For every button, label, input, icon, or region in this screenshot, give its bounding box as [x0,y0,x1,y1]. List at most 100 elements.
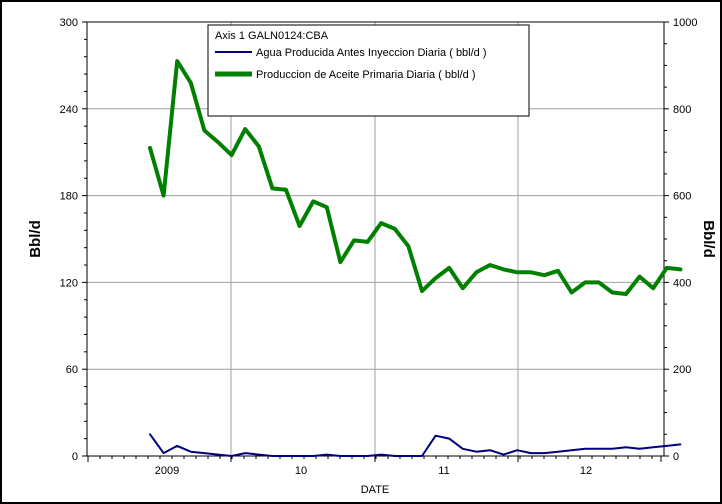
oil-data-point [611,292,613,294]
oil-data-point [163,195,165,197]
oil-data-point [217,141,219,143]
oil-data-point [448,267,450,269]
water-data-point [489,449,491,451]
oil-data-point [407,245,409,247]
right-tick-label: 600 [673,191,691,203]
oil-data-point [489,264,491,266]
legend-header: Axis 1 GALN0124:CBA [215,30,329,42]
water-data-point [598,448,600,450]
oil-data-point [353,239,355,241]
water-data-point [258,454,260,456]
water-data-point [435,435,437,437]
oil-data-point [584,281,586,283]
water-data-point [639,448,641,450]
water-data-point [448,438,450,440]
legend-water-label: Agua Producida Antes Inyeccion Diaria ( … [256,47,487,59]
water-data-point [571,449,573,451]
oil-data-point [503,268,505,270]
legend-box [207,24,530,117]
water-data-point [462,448,464,450]
oil-data-point [557,270,559,272]
legend-oil-label: Produccion de Aceite Primaria Diaria ( b… [256,69,475,81]
left-y-ticks: 0 60 120 180 240 300 [60,17,87,463]
water-data-point [584,448,586,450]
water-production-line [149,433,682,457]
water-data-point [475,451,477,453]
water-data-point [557,451,559,453]
oil-data-point [394,228,396,230]
water-data-point [652,446,654,448]
oil-data-point [421,290,423,292]
water-data-point [625,446,627,448]
oil-data-point [231,154,233,156]
water-data-point [679,443,681,445]
series-lines [148,59,683,457]
oil-data-point [543,274,545,276]
water-data-point [326,454,328,456]
water-data-point [244,452,246,454]
left-axis-title: Bbl/d [27,220,44,258]
right-tick-label: 800 [673,104,691,116]
right-tick-label: 200 [673,364,691,376]
water-data-point [611,448,613,450]
right-tick-label: 0 [673,451,679,463]
x-axis-title: DATE [361,484,390,496]
oil-data-point [190,82,192,84]
water-data-point [312,455,314,457]
water-data-point [339,455,341,457]
oil-data-point [176,60,178,62]
x-tick-label: 2009 [155,465,179,477]
water-data-point [299,455,301,457]
left-tick-label: 120 [60,277,78,289]
oil-data-point [367,241,369,243]
oil-data-point [380,222,382,224]
left-tick-label: 60 [66,364,78,376]
oil-data-point [462,287,464,289]
x-tick-label: 11 [438,465,449,477]
water-data-point [217,454,219,456]
water-data-point [516,449,518,451]
x-tick-label: 10 [295,465,307,477]
oil-data-point [666,267,668,269]
oil-data-point [598,281,600,283]
oil-data-point [271,187,273,189]
oil-data-point [475,271,477,273]
oil-data-point [285,189,287,191]
water-data-point [271,455,273,457]
water-data-point [407,455,409,457]
water-data-point [543,452,545,454]
x-tick-label: 12 [580,465,592,477]
water-data-point [190,451,192,453]
oil-data-point [299,225,301,227]
oil-data-point [258,145,260,147]
water-data-point [421,455,423,457]
left-tick-label: 0 [72,451,78,463]
oil-data-point [639,276,641,278]
oil-data-point [149,147,151,149]
water-data-point [394,455,396,457]
left-tick-label: 300 [60,17,78,29]
right-tick-label: 400 [673,277,691,289]
oil-data-point [435,277,437,279]
left-tick-label: 240 [60,104,78,116]
legend: Axis 1 GALN0124:CBA Agua Producida Antes… [207,24,530,117]
water-data-point [530,452,532,454]
oil-data-point [652,287,654,289]
oil-data-point [516,271,518,273]
right-y-ticks: 0 200 400 600 800 1000 [664,17,697,463]
oil-production-line [148,59,683,296]
water-data-point [149,433,151,435]
water-data-point [203,452,205,454]
oil-data-point [203,130,205,131]
oil-data-point [326,206,328,208]
left-tick-label: 180 [60,191,78,203]
oil-data-point [625,293,627,295]
water-data-point [666,445,668,447]
oil-data-point [312,200,314,202]
water-data-point [367,455,369,457]
water-data-point [285,455,287,457]
oil-data-point [679,268,681,270]
water-data-point [231,455,233,457]
